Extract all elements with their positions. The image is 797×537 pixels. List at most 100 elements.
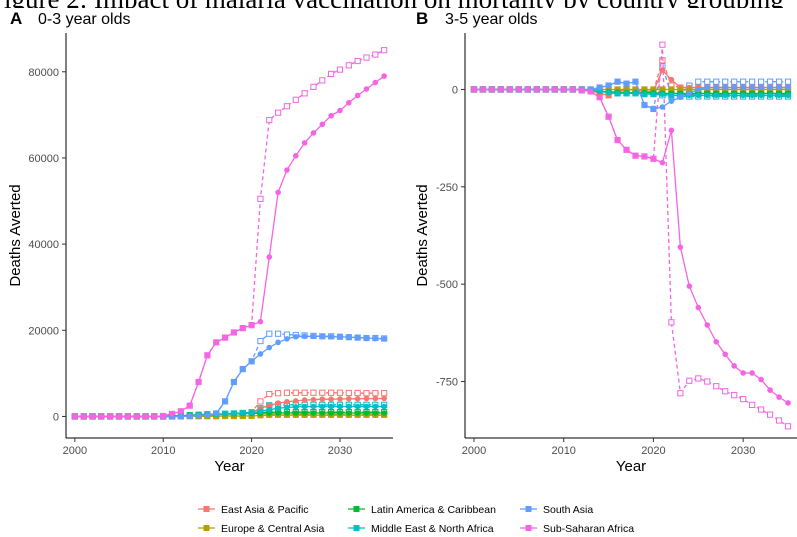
- data-point: [507, 86, 513, 93]
- data-point: [749, 92, 755, 99]
- data-point: [310, 83, 317, 90]
- legend-item: Latin America & Caribbean: [348, 504, 496, 516]
- data-point: [722, 92, 729, 99]
- data-point: [614, 137, 621, 143]
- data-point: [275, 410, 281, 416]
- data-point: [372, 51, 379, 58]
- y-tick-label: -500: [436, 279, 458, 291]
- data-point: [775, 78, 783, 85]
- data-point: [275, 339, 281, 346]
- data-point: [301, 90, 308, 97]
- data-point: [178, 408, 184, 415]
- x-tick-label: 2030: [731, 445, 755, 457]
- data-point: [346, 395, 352, 402]
- data-point: [731, 392, 738, 399]
- y-tick-label: 0: [53, 411, 59, 423]
- data-point: [266, 330, 273, 337]
- data-point: [107, 413, 113, 420]
- data-point: [686, 283, 693, 289]
- legend-key-marker: [203, 525, 210, 531]
- data-point: [275, 400, 281, 406]
- x-tick-label: 2000: [63, 445, 87, 457]
- data-point: [346, 410, 352, 416]
- y-tick-label: -250: [436, 182, 458, 194]
- data-point: [695, 92, 702, 99]
- data-point: [785, 84, 791, 91]
- data-point: [677, 94, 684, 101]
- data-point: [767, 387, 773, 393]
- data-point: [169, 411, 175, 417]
- data-point: [650, 91, 657, 97]
- data-point: [686, 377, 693, 384]
- data-point: [758, 406, 765, 413]
- data-point: [641, 102, 648, 108]
- x-tick-label: 2020: [641, 445, 665, 457]
- data-point: [686, 90, 693, 97]
- data-point: [195, 379, 202, 385]
- x-tick-label: 2030: [328, 445, 352, 457]
- data-point: [533, 86, 540, 93]
- data-point: [248, 322, 255, 328]
- data-point: [578, 87, 585, 94]
- data-point: [310, 130, 317, 136]
- data-point: [668, 319, 675, 326]
- data-point: [596, 94, 603, 101]
- legend: East Asia & Pacific Latin America & Carib…: [198, 504, 634, 535]
- data-point: [266, 402, 273, 409]
- series-sub-saharan-africa-solid: [471, 86, 791, 406]
- data-point: [381, 73, 387, 79]
- data-point: [704, 378, 711, 385]
- data-point: [319, 121, 326, 128]
- data-point: [623, 147, 630, 153]
- data-point: [740, 395, 747, 403]
- data-point: [758, 92, 764, 99]
- data-point: [160, 413, 167, 419]
- data-point: [551, 86, 558, 93]
- data-point: [650, 155, 657, 162]
- data-point: [151, 413, 158, 420]
- data-point: [381, 410, 387, 416]
- legend-label: Middle East & North Africa: [371, 523, 494, 535]
- data-point: [186, 402, 193, 409]
- data-point: [257, 398, 264, 405]
- data-point: [381, 47, 388, 54]
- data-point: [713, 339, 720, 345]
- data-point: [785, 92, 791, 99]
- data-point: [354, 92, 361, 99]
- data-point: [345, 62, 352, 69]
- data-point: [363, 335, 370, 341]
- data-point: [381, 403, 387, 410]
- data-point: [328, 389, 335, 396]
- data-point: [471, 86, 477, 93]
- data-point: [283, 103, 291, 110]
- data-point: [328, 112, 334, 119]
- data-point: [713, 84, 720, 91]
- data-point: [668, 86, 675, 93]
- data-point: [346, 334, 352, 340]
- data-point: [650, 106, 657, 112]
- data-point: [381, 395, 387, 402]
- data-point: [372, 410, 379, 416]
- data-point: [310, 396, 317, 403]
- data-point: [310, 403, 317, 410]
- data-point: [623, 90, 630, 97]
- legend-label: Latin America & Caribbean: [371, 504, 496, 516]
- data-point: [354, 57, 361, 65]
- data-point: [257, 195, 264, 202]
- data-point: [301, 333, 308, 340]
- legend-key-marker: [525, 506, 532, 512]
- data-point: [319, 77, 326, 84]
- data-point: [731, 84, 737, 91]
- data-point: [695, 86, 702, 93]
- data-point: [722, 78, 729, 85]
- data-point: [749, 370, 755, 376]
- data-point: [722, 84, 729, 91]
- data-point: [632, 90, 639, 97]
- panel-letter: B: [416, 9, 428, 28]
- data-point: [749, 84, 755, 91]
- data-point: [372, 390, 379, 397]
- data-point: [784, 78, 792, 85]
- data-point: [704, 322, 711, 328]
- data-point: [72, 413, 78, 420]
- data-point: [222, 334, 228, 341]
